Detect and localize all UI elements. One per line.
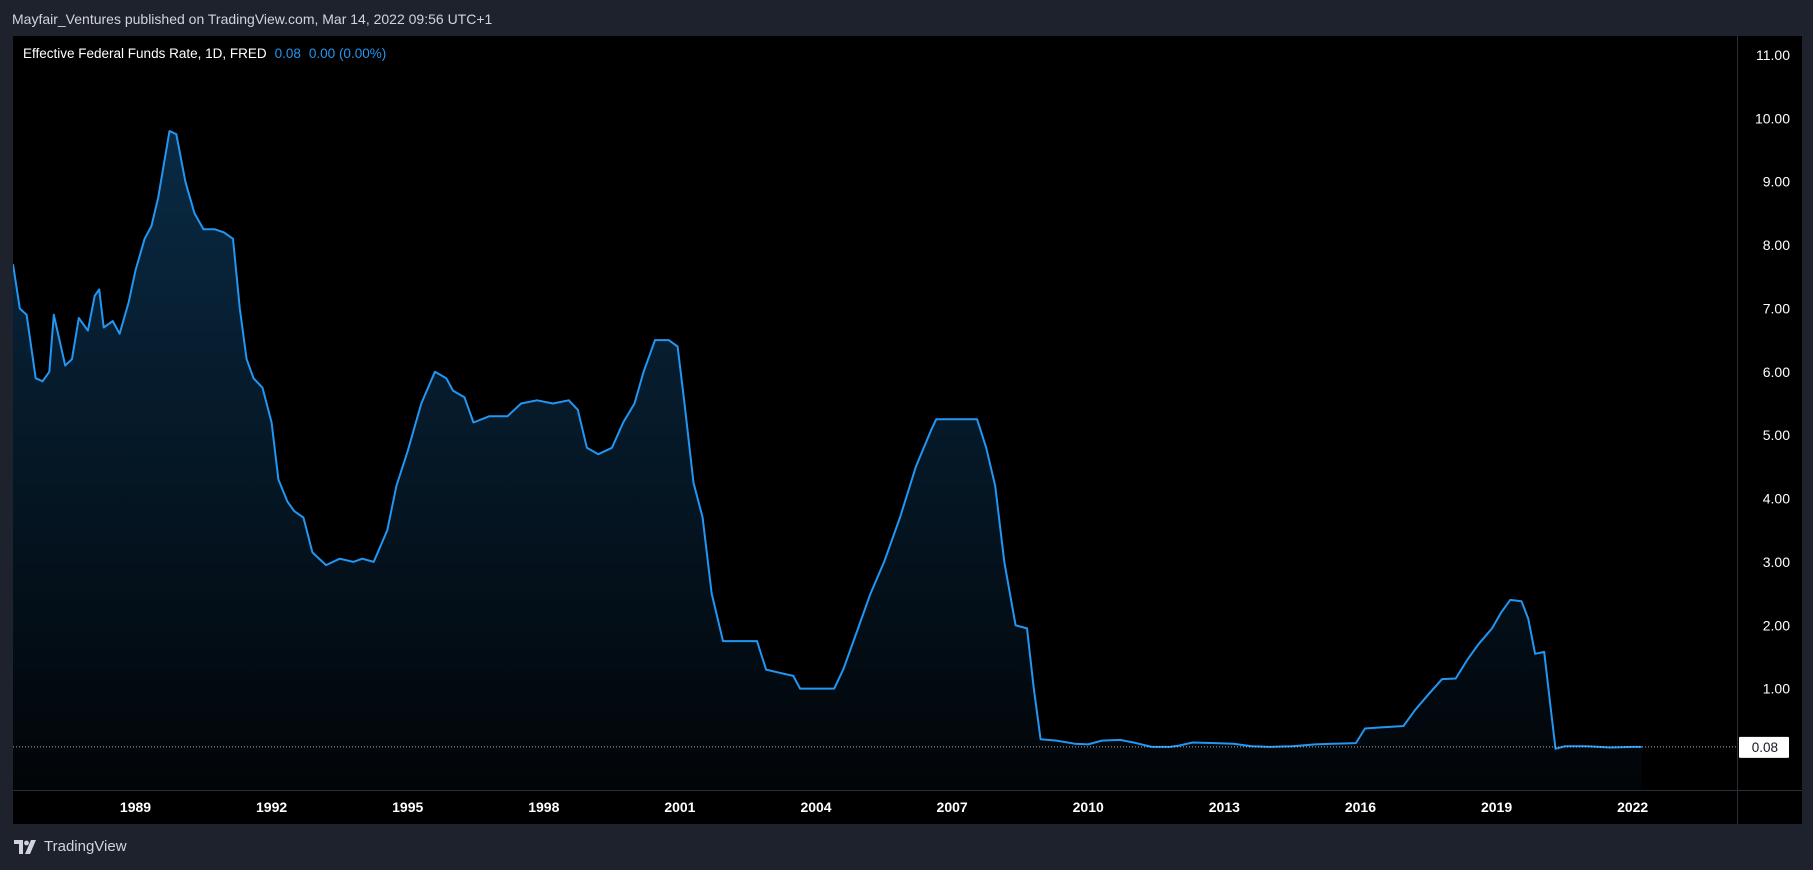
- x-tick-label: 2016: [1345, 799, 1376, 815]
- x-tick-label: 2022: [1617, 799, 1648, 815]
- x-tick-label: 1989: [120, 799, 151, 815]
- x-tick-label: 2013: [1209, 799, 1240, 815]
- x-tick-label: 1995: [392, 799, 423, 815]
- x-tick-label: 1998: [528, 799, 559, 815]
- y-tick-label: 11.00: [1756, 47, 1790, 63]
- y-tick-label: 4.00: [1763, 491, 1790, 507]
- y-tick-label: 2.00: [1763, 617, 1790, 633]
- y-tick-label: 9.00: [1763, 174, 1790, 190]
- brand-name: TradingView: [44, 838, 127, 855]
- series-line[interactable]: [13, 130, 1642, 750]
- legend-change: 0.00: [308, 46, 336, 61]
- tradingview-logo-icon: [14, 839, 36, 854]
- publisher-info: Mayfair_Ventures published on TradingVie…: [12, 11, 493, 27]
- y-tick-label: 7.00: [1763, 300, 1790, 316]
- y-tick-label: 6.00: [1763, 364, 1790, 380]
- x-tick-label: 2004: [800, 799, 831, 815]
- x-tick-label: 1992: [256, 799, 287, 815]
- x-tick-label: 2019: [1481, 799, 1512, 815]
- last-value-badge: [1739, 736, 1789, 758]
- y-tick-label: 8.00: [1763, 237, 1790, 253]
- legend-title: Effective Federal Funds Rate, 1D, FRED: [23, 46, 267, 61]
- y-tick-label: 1.00: [1763, 681, 1790, 697]
- y-tick-label: 10.00: [1755, 110, 1790, 126]
- legend-change-pct: (0.00%): [338, 46, 387, 61]
- last-value-label: 0.08: [1752, 740, 1778, 755]
- legend-value: 0.08: [274, 46, 301, 61]
- top-bar: Mayfair_Ventures published on TradingVie…: [0, 0, 1813, 36]
- y-tick-label: 5.00: [1763, 427, 1790, 443]
- tradingview-brand[interactable]: TradingView: [14, 838, 127, 855]
- y-tick-label: 3.00: [1763, 554, 1790, 570]
- bottom-bar: TradingView: [0, 824, 1813, 870]
- series-area: [13, 131, 1642, 790]
- x-tick-label: 2001: [664, 799, 695, 815]
- chart-legend: Effective Federal Funds Rate, 1D, FRED 0.…: [23, 46, 386, 61]
- x-tick-label: 2010: [1073, 799, 1104, 815]
- x-tick-label: 2007: [937, 799, 968, 815]
